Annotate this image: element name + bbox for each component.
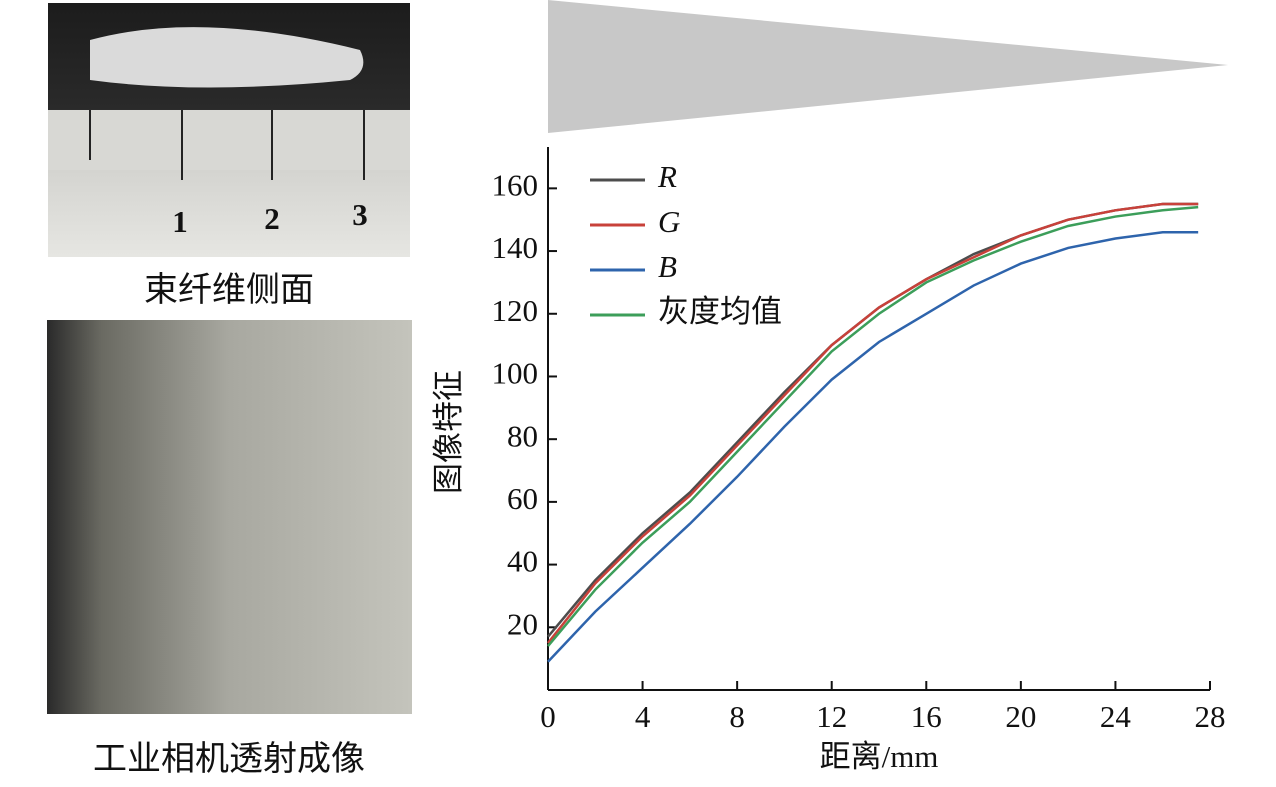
y-tick-label: 40 <box>507 544 538 579</box>
x-tick-label: 28 <box>1195 699 1226 734</box>
svg-text:1: 1 <box>172 204 188 239</box>
data-line <box>547 205 1199 647</box>
data-line <box>547 202 1199 638</box>
x-tick-label: 0 <box>540 699 556 734</box>
x-tick-label: 4 <box>635 699 651 734</box>
caption: 工业相机透射成像 <box>93 740 365 778</box>
x-tick-label: 20 <box>1005 699 1036 734</box>
photo-transmission <box>47 320 412 714</box>
legend-label: R <box>657 159 677 194</box>
y-tick-label: 20 <box>507 606 538 641</box>
x-tick-label: 12 <box>816 699 847 734</box>
legend-label: B <box>658 249 677 284</box>
svg-text:3: 3 <box>352 197 368 232</box>
legend-label: G <box>658 204 680 239</box>
y-tick-label: 120 <box>492 293 539 328</box>
y-axis-label: 图像特征 <box>431 370 466 494</box>
x-tick-label: 16 <box>911 699 942 734</box>
data-line <box>547 202 1199 644</box>
x-axis-label: 距离/mm <box>820 739 939 774</box>
y-tick-label: 60 <box>507 481 538 516</box>
svg-text:2: 2 <box>264 201 280 236</box>
legend-label: 灰度均值 <box>658 294 782 329</box>
y-tick-label: 140 <box>492 230 539 265</box>
x-tick-label: 24 <box>1100 699 1132 734</box>
y-tick-label: 100 <box>492 356 539 391</box>
y-tick-label: 160 <box>492 167 539 202</box>
photo-side: 1 2 3 <box>48 3 410 257</box>
fiber-wedge <box>548 0 1228 133</box>
x-tick-label: 8 <box>729 699 745 734</box>
caption: 束纤维侧面 <box>144 271 314 309</box>
y-tick-label: 80 <box>507 418 538 453</box>
data-line <box>547 230 1199 663</box>
